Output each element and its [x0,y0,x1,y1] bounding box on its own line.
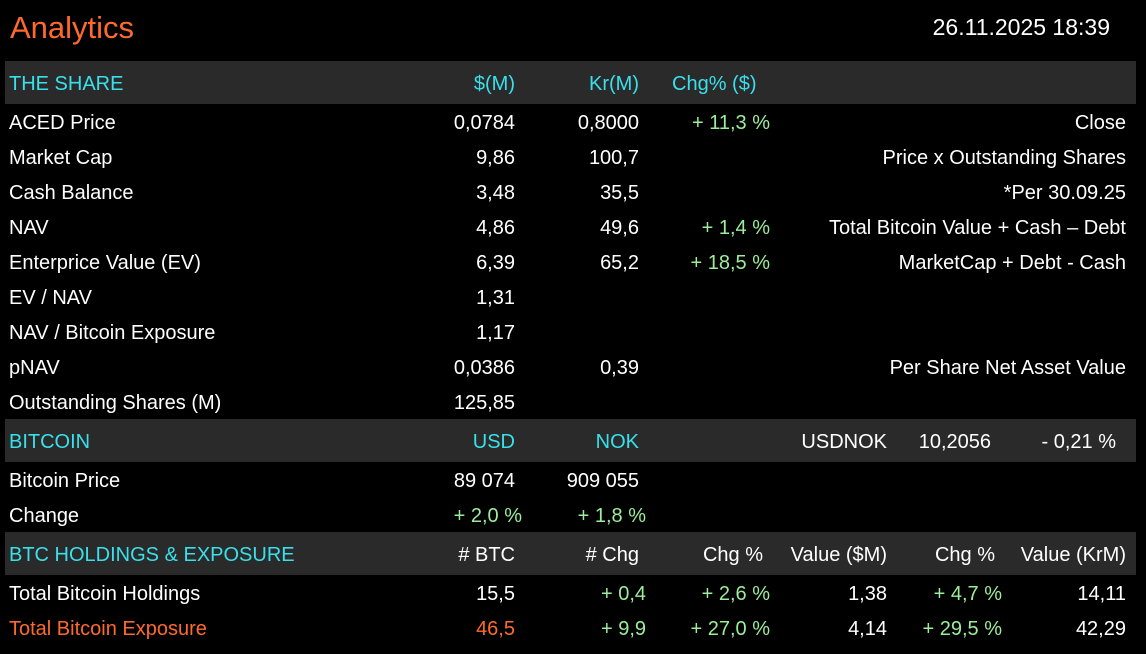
row-label: Market Cap [9,147,113,169]
datetime-display: 26.11.2025 18:39 [932,14,1110,40]
row-label: NAV [9,217,49,239]
share-col-nok: Kr(M) [589,73,639,95]
bitcoin-header-band: BITCOIN USD NOK USDNOK 10,2056 - 0,21 % [5,419,1136,462]
row-change-pct: + 2,6 % [701,583,770,605]
share-col-chg: Chg% ($) [672,73,757,95]
row-label: pNAV [9,357,60,379]
row-note: Total Bitcoin Value + Cash – Debt [828,217,1126,239]
usdnok-change: - 0,21 % [1041,431,1116,453]
row-change-value: + 1,4 % [701,217,770,239]
row-label: Total Bitcoin Exposure [9,618,207,640]
row-usd-value: 4,86 [476,217,515,239]
row-nok-value: 35,5 [600,182,639,204]
share-header-band: THE SHARE $(M) Kr(M) Chg% ($) [5,61,1136,104]
bitcoin-price-usd: 89 074 [453,470,515,492]
row-usd-value: 1,17 [476,322,515,344]
row-label: ACED Price [9,112,116,134]
row-usd-value: 3,48 [476,182,515,204]
row-label: Total Bitcoin Holdings [9,583,201,605]
share-heading: THE SHARE [9,73,124,95]
bitcoin-price-label: Bitcoin Price [9,470,121,492]
row-change-pct2: + 29,5 % [922,618,1002,640]
row-note: Per Share Net Asset Value [889,357,1126,379]
row-value-nok: 42,29 [1075,618,1126,640]
row-usd-value: 0,0386 [453,357,515,379]
row-usd-value: 6,39 [476,252,515,274]
row-btc: 15,5 [476,583,515,605]
usdnok-rate: 10,2056 [918,431,991,453]
row-nok-value: 0,39 [600,357,639,379]
row-note: Price x Outstanding Shares [882,147,1126,169]
usdnok-label: USDNOK [801,431,887,453]
page-title: Analytics [10,10,135,45]
holdings-col-value-usd: Value ($M) [790,544,887,566]
row-label: Cash Balance [9,182,134,204]
row-change-value: + 18,5 % [690,252,770,274]
row-value-usd: 4,14 [848,618,887,640]
bitcoin-heading: BITCOIN [9,431,91,453]
holdings-header-band: BTC HOLDINGS & EXPOSURE # BTC # Chg Chg … [5,532,1136,575]
bitcoin-change-label: Change [9,505,80,527]
holdings-col-chg-pct: Chg % [702,544,763,566]
holdings-col-chg-pct2: Chg % [934,544,995,566]
bitcoin-col-usd: USD [472,431,515,453]
row-btc-change: + 0,4 [600,583,646,605]
row-label: Outstanding Shares (M) [9,392,222,414]
row-btc-change: + 9,9 [600,618,646,640]
row-note: *Per 30.09.25 [1003,182,1126,204]
holdings-col-btc: # BTC [458,544,515,566]
row-label: Enterprice Value (EV) [9,252,201,274]
row-nok-value: 49,6 [600,217,639,239]
row-nok-value: 65,2 [600,252,639,274]
bitcoin-col-nok: NOK [595,431,639,453]
row-value-usd: 1,38 [848,583,887,605]
row-usd-value: 125,85 [453,392,515,414]
row-btc: 46,5 [476,618,515,640]
share-col-usd: $(M) [473,73,515,95]
row-usd-value: 0,0784 [453,112,515,134]
row-change-value: + 11,3 % [691,112,770,134]
row-note: MarketCap + Debt - Cash [898,252,1126,274]
row-change-pct: + 27,0 % [690,618,770,640]
row-nok-value: 100,7 [588,147,639,169]
row-label: NAV / Bitcoin Exposure [9,322,216,344]
row-note: Close [1074,112,1126,134]
bitcoin-change-nok: + 1,8 % [577,505,646,527]
row-value-nok: 14,11 [1077,583,1126,605]
row-label: EV / NAV [9,287,92,309]
holdings-heading: BTC HOLDINGS & EXPOSURE [9,544,295,566]
row-usd-value: 1,31 [476,287,515,309]
holdings-col-chg: # Chg [585,544,639,566]
row-nok-value: 0,8000 [577,112,639,134]
row-change-pct2: + 4,7 % [933,583,1002,605]
row-usd-value: 9,86 [476,147,515,169]
holdings-col-value-nok: Value (KrM) [1020,544,1126,566]
bitcoin-change-usd: + 2,0 % [453,505,522,527]
bitcoin-price-nok: 909 055 [566,470,639,492]
